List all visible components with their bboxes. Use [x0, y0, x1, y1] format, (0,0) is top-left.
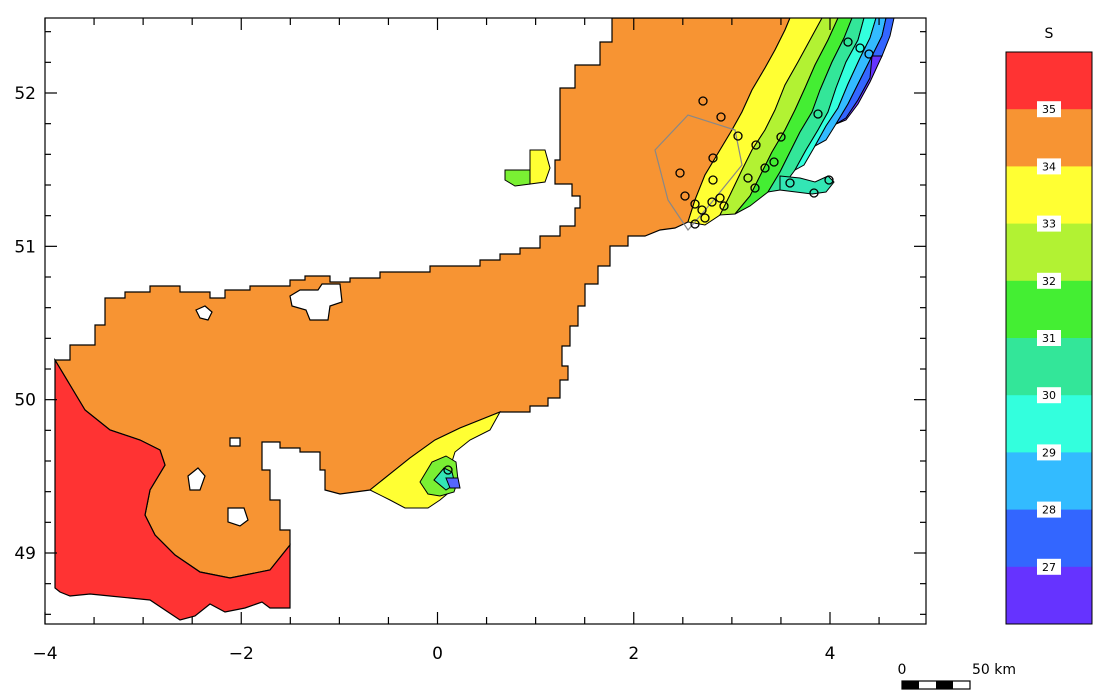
colorbar-label-box [1037, 558, 1061, 575]
station-marker [750, 183, 760, 193]
colorbar-swatch [1006, 395, 1092, 453]
y-tick-label: 52 [14, 84, 36, 104]
colorbar-label-box [1037, 444, 1061, 461]
colorbar-label-box [1037, 158, 1061, 175]
y-tick-label: 50 [14, 391, 36, 411]
colorbar-level-label: 31 [1042, 332, 1056, 345]
colorbar-label-box [1037, 215, 1061, 232]
colorbar-swatch [1006, 109, 1092, 167]
station-marker [843, 37, 853, 47]
seine-yellow [369, 411, 502, 509]
scale-bar-start-label: 0 [898, 662, 907, 678]
land-island-b [195, 305, 213, 321]
station-marker [715, 193, 725, 203]
x-tick-label: −4 [32, 644, 57, 664]
coast-band-26 [835, 55, 883, 125]
colorbar-level-label: 33 [1042, 218, 1056, 231]
station-marker [443, 465, 453, 475]
colorbar-swatch [1006, 52, 1092, 110]
colorbar-level-label: 32 [1042, 275, 1056, 288]
thames-green [504, 169, 531, 187]
colorbar-level-label: 27 [1042, 561, 1056, 574]
thames-yellow [529, 149, 551, 185]
station-marker [690, 199, 700, 209]
map-plot-area [53, 18, 895, 621]
land-island-e [229, 437, 241, 447]
station-marker [719, 201, 729, 211]
station-marker [809, 188, 819, 198]
station-marker [855, 43, 865, 53]
station-marker [760, 163, 770, 173]
station-marker [769, 157, 779, 167]
colorbar-level-label: 30 [1042, 389, 1056, 402]
colorbar-label-box [1037, 501, 1061, 518]
station-marker [690, 219, 700, 229]
station-marker [700, 213, 710, 223]
x-tick-label: 4 [825, 644, 836, 664]
colorbar-swatch [1006, 280, 1092, 339]
x-tick-label: 0 [432, 644, 443, 664]
y-tick-label: 49 [14, 544, 36, 564]
colorbar-swatch [1006, 166, 1092, 225]
station-marker [708, 175, 718, 185]
colorbar-swatch [1006, 509, 1092, 568]
map-frame: −4 −2 0 2 4 49 50 51 52 [14, 17, 927, 664]
x-tick-label: −2 [229, 644, 254, 664]
station-marker [733, 131, 743, 141]
scale-bar-segment [936, 681, 953, 689]
station-marker [743, 173, 753, 183]
station-marker [813, 109, 823, 119]
station-marker [698, 96, 708, 106]
sampling-zone-outline [654, 114, 743, 231]
station-marker [697, 205, 707, 215]
station-marker [864, 49, 874, 59]
y-tick-label: 51 [14, 237, 36, 257]
colorbar-level-label: 35 [1042, 103, 1056, 116]
station-marker [675, 168, 685, 178]
station-marker [707, 197, 717, 207]
colorbar-swatch [1006, 223, 1092, 282]
colorbar-level-label: 34 [1042, 160, 1056, 173]
station-marker [785, 178, 795, 188]
colorbar-swatch [1006, 338, 1092, 396]
land-island-d [227, 507, 249, 527]
x-tick-label: 2 [628, 644, 639, 664]
station-marker [751, 140, 761, 150]
colorbar-label-box [1037, 387, 1061, 404]
colorbar-swatch [1006, 566, 1092, 625]
colorbar-level-label: 28 [1042, 504, 1056, 517]
station-marker [680, 191, 690, 201]
seine-blue [445, 477, 461, 489]
scale-bar-segment [902, 681, 919, 689]
land-island-a [289, 283, 343, 321]
land-island-c [187, 467, 206, 491]
colorbar-label-box [1037, 101, 1061, 118]
station-marker [824, 175, 834, 185]
scale-bar: 0 50 km [898, 662, 1016, 690]
colorbar-label-box [1037, 330, 1061, 346]
station-marker [716, 112, 726, 122]
sea-region-salinity-35 [54, 357, 291, 621]
colorbar-title: S [1045, 26, 1054, 42]
colorbar-label-box [1037, 272, 1061, 289]
station-marker [776, 132, 786, 142]
colorbar-level-label: 29 [1042, 446, 1056, 459]
sampling-stations [443, 37, 874, 475]
colorbar: S 35 34 33 32 31 30 29 28 27 [1005, 26, 1093, 625]
scale-bar-end-label: 50 km [972, 662, 1016, 678]
colorbar-swatch [1006, 452, 1092, 511]
station-marker [708, 153, 718, 163]
